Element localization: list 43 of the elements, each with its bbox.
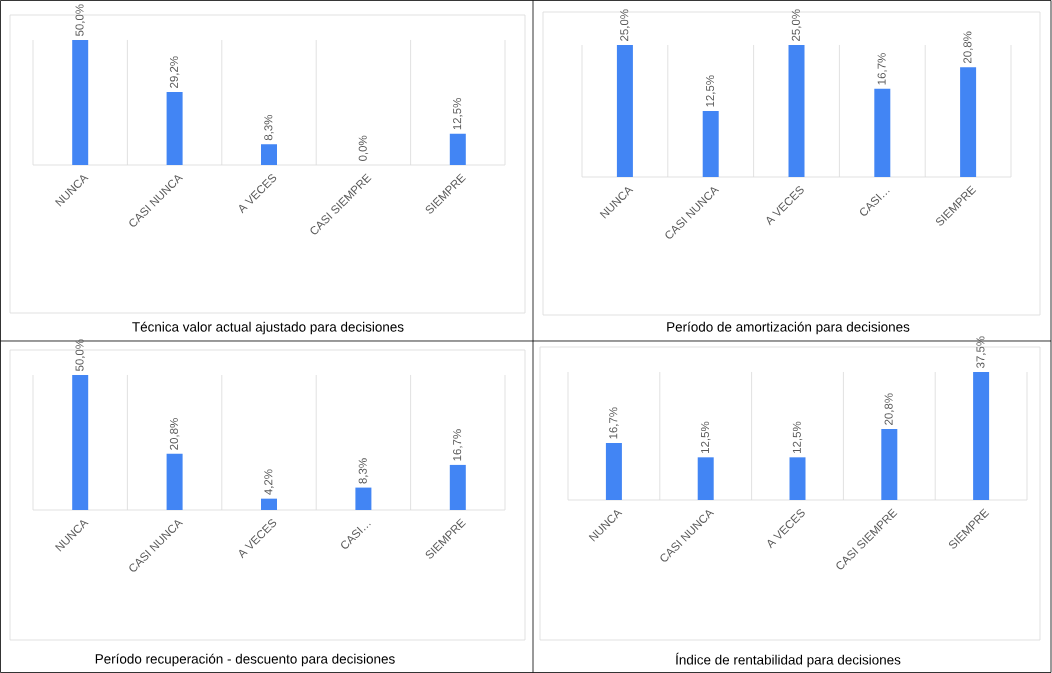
bar bbox=[874, 88, 891, 177]
bar bbox=[702, 110, 719, 177]
data-label: 20,8% bbox=[963, 31, 973, 64]
data-label: 25,0% bbox=[620, 9, 630, 41]
data-label: 50,0% bbox=[75, 4, 85, 37]
bar bbox=[789, 457, 806, 500]
text: Período recuperación - descuento para decisiones bbox=[95, 653, 395, 667]
data-label: 16,7% bbox=[609, 407, 619, 439]
bar bbox=[449, 133, 466, 165]
text: Período de amortización para decisiones bbox=[667, 321, 910, 335]
data-label: 16,7% bbox=[453, 429, 463, 461]
data-label: 0,0% bbox=[358, 135, 369, 162]
data-label: 20,8% bbox=[169, 418, 180, 450]
bar bbox=[355, 487, 372, 510]
data-label: 20,8% bbox=[884, 393, 895, 425]
bar bbox=[166, 453, 183, 510]
data-label: 37,5% bbox=[976, 336, 986, 369]
data-label: 50,0% bbox=[75, 339, 85, 372]
bar bbox=[449, 464, 466, 510]
text: Índice de rentabilidad para decisiones bbox=[676, 652, 901, 668]
data-label: 12,5% bbox=[792, 421, 803, 453]
bar bbox=[697, 457, 714, 500]
bar bbox=[616, 44, 633, 177]
bar bbox=[72, 39, 89, 165]
data-label: 29,2% bbox=[169, 56, 180, 88]
bar bbox=[973, 372, 990, 500]
data-label: 16,7% bbox=[877, 53, 888, 85]
bar bbox=[166, 91, 183, 165]
data-label: 12,5% bbox=[700, 421, 711, 453]
bar bbox=[788, 44, 805, 177]
data-label: 8,3% bbox=[358, 458, 369, 484]
data-label: 12,5% bbox=[705, 75, 716, 107]
text: Técnica valor actual ajustado para decisiones bbox=[132, 321, 404, 335]
data-label: 25,0% bbox=[791, 9, 802, 41]
data-label: 12,5% bbox=[453, 98, 463, 130]
bar bbox=[881, 429, 898, 500]
data-label: 4,2% bbox=[264, 469, 274, 495]
data-label: 8,3% bbox=[264, 115, 274, 141]
bar bbox=[261, 144, 277, 165]
bar bbox=[261, 498, 277, 510]
bar bbox=[960, 67, 977, 177]
bar bbox=[605, 442, 622, 500]
bar bbox=[72, 375, 89, 510]
